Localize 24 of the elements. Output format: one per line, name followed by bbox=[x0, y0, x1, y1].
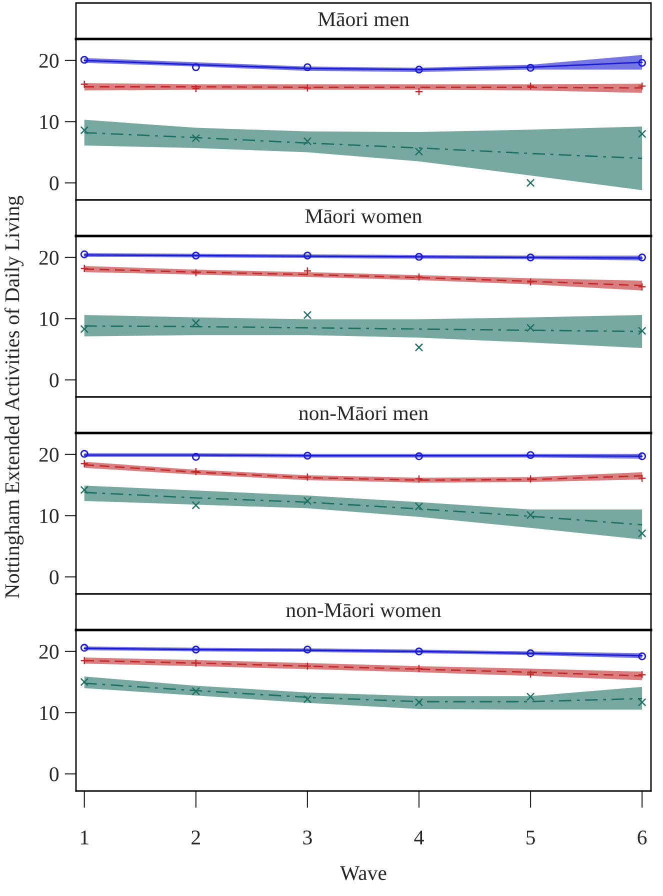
x-tick-label: 2 bbox=[192, 830, 200, 844]
y-tick-label: 0 bbox=[50, 373, 59, 388]
y-tick-label: 20 bbox=[39, 54, 59, 68]
x-tick-label: 6 bbox=[638, 830, 647, 845]
chart-title: Māori women bbox=[305, 209, 422, 224]
chart-title: Māori men bbox=[318, 12, 410, 26]
x-tick-label: 4 bbox=[414, 830, 424, 844]
y-tick-label: 10 bbox=[40, 115, 59, 130]
y-tick-label: 20 bbox=[39, 644, 59, 659]
y-tick-label: 20 bbox=[39, 448, 59, 462]
x-tick-label: 1 bbox=[80, 830, 88, 844]
x-tick-label: 5 bbox=[526, 830, 535, 845]
chart-title: non-Māori women bbox=[286, 603, 442, 618]
y-tick-label: 0 bbox=[50, 767, 59, 782]
x-tick-label: 3 bbox=[303, 830, 312, 845]
chart-title: non-Māori men bbox=[298, 406, 428, 420]
x-axis-title: Wave bbox=[340, 866, 386, 880]
y-tick-label: 20 bbox=[39, 250, 59, 265]
y-tick-label: 10 bbox=[40, 312, 59, 326]
y-tick-label: 0 bbox=[50, 176, 59, 190]
y-axis-title: Nottingham Extended Activities of Daily Living bbox=[4, 196, 24, 598]
y-tick-label: 10 bbox=[40, 509, 59, 524]
y-tick-label: 0 bbox=[50, 570, 59, 584]
y-tick-label: 10 bbox=[40, 706, 59, 720]
